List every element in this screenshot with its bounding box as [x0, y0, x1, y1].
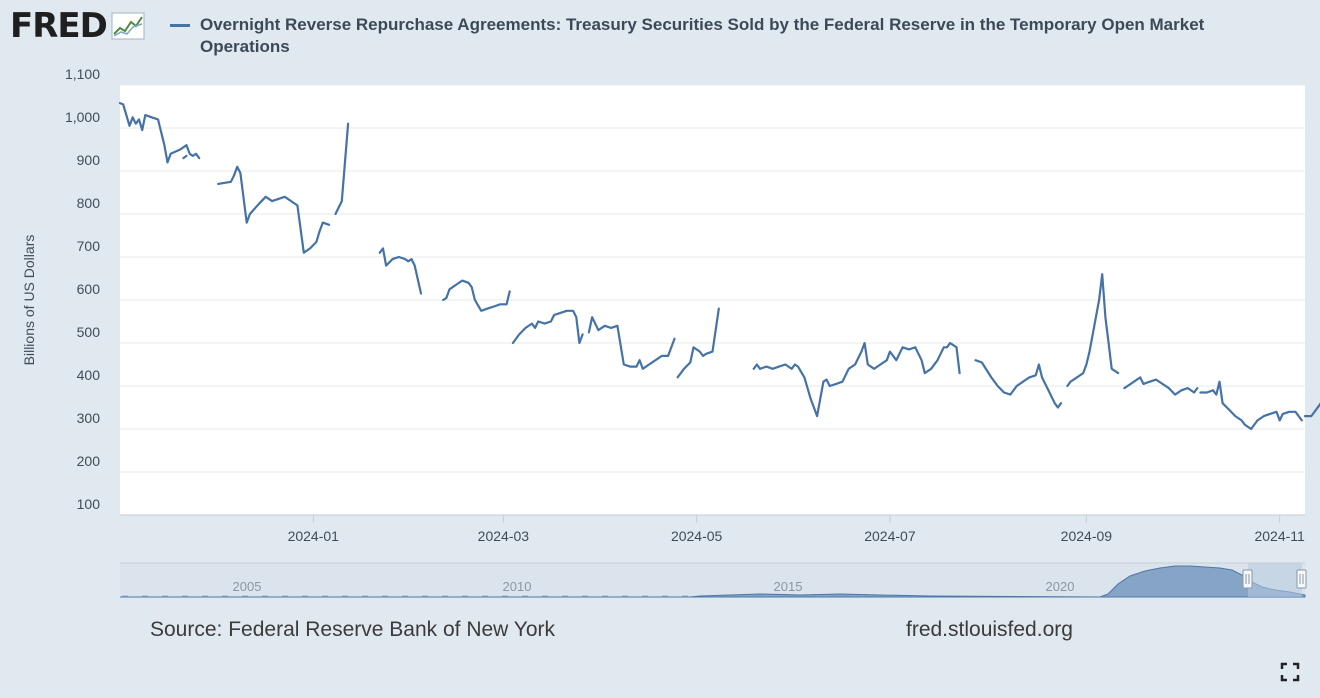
chart-title[interactable]: Overnight Reverse Repurchase Agreements:… — [200, 15, 1205, 56]
y-tick-label: 500 — [77, 324, 101, 340]
series-segment[interactable] — [334, 122, 350, 216]
y-tick-label: 800 — [77, 195, 101, 211]
series-segment[interactable] — [587, 316, 676, 370]
fullscreen-icon[interactable] — [1280, 662, 1300, 682]
chart-header: Overnight Reverse Repurchase Agreements:… — [170, 14, 1280, 58]
series-segment[interactable] — [1199, 380, 1303, 431]
navigator-right-handle[interactable] — [1296, 569, 1307, 589]
y-tick-label: 100 — [77, 496, 101, 512]
legend-line-swatch[interactable] — [170, 24, 190, 27]
x-tick-label: 2024-07 — [864, 528, 916, 544]
y-tick-label: 400 — [77, 367, 101, 383]
series-segment[interactable] — [511, 309, 584, 345]
fred-graph-icon — [111, 12, 145, 40]
y-tick-label: 1,000 — [65, 109, 100, 125]
navigator-left-handle[interactable] — [1242, 569, 1253, 589]
y-tick-label: 700 — [77, 238, 101, 254]
navigator-year-labels: 2005 2010 2015 2020 — [233, 579, 1075, 594]
navigator-year-label: 2005 — [233, 579, 262, 594]
series-segment[interactable] — [442, 279, 511, 312]
source-note: Source: Federal Reserve Bank of New York — [150, 618, 556, 641]
series-segment[interactable] — [1303, 377, 1320, 418]
series-segment[interactable] — [1123, 376, 1199, 396]
fred-logo-text: FRED — [10, 6, 108, 46]
y-tick-label: 900 — [77, 152, 101, 168]
y-tick-label: 600 — [77, 281, 101, 297]
series-segment[interactable] — [752, 341, 961, 418]
y-tick-label: 300 — [77, 410, 101, 426]
series-segment[interactable] — [378, 247, 423, 295]
range-navigator[interactable]: 2005 2010 2015 2020 — [120, 562, 1307, 598]
site-url[interactable]: fred.stlouisfed.org — [906, 618, 1073, 641]
navigator-year-label: 2010 — [503, 579, 532, 594]
fred-logo[interactable]: FRED — [10, 8, 145, 44]
navigator-selection[interactable] — [1248, 563, 1302, 597]
y-axis-label: Billions of US Dollars — [21, 235, 37, 366]
series-segment[interactable] — [1066, 273, 1120, 388]
x-axis-ticks: 2024-01 2024-03 2024-05 2024-07 2024-09 2024-… — [288, 515, 1305, 544]
navigator-year-label: 2020 — [1046, 579, 1075, 594]
navigator-background — [120, 563, 1305, 597]
y-axis-ticks: 100 200 300 400 500 600 700 800 900 1,000 1,100 — [65, 66, 100, 512]
x-tick-label: 2024-11 — [1254, 528, 1305, 544]
x-tick-label: 2024-03 — [478, 528, 530, 544]
series-segment[interactable] — [217, 165, 331, 254]
x-tick-label: 2024-01 — [288, 528, 340, 544]
series-segment[interactable] — [974, 359, 1063, 409]
series-segment[interactable] — [182, 154, 188, 160]
x-tick-label: 2024-09 — [1061, 528, 1113, 544]
y-tick-label: 200 — [77, 453, 101, 469]
y-tick-label: 1,100 — [65, 66, 100, 82]
x-tick-label: 2024-05 — [671, 528, 723, 544]
series-segment[interactable] — [118, 101, 201, 164]
series-line[interactable] — [118, 101, 1320, 431]
navigator-year-label: 2015 — [774, 579, 803, 594]
series-segment[interactable] — [676, 307, 720, 379]
